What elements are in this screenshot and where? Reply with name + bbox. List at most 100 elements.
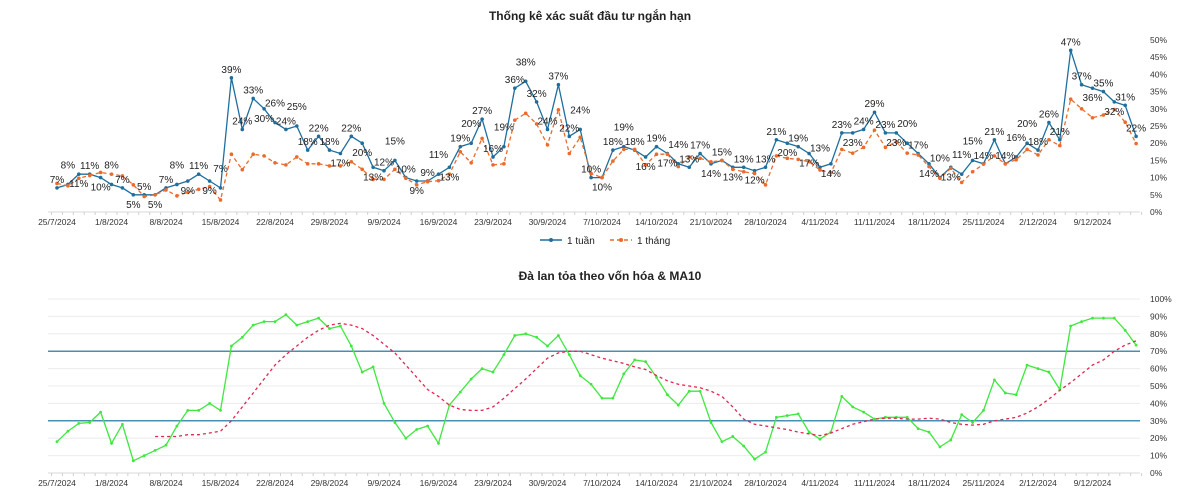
series-1-point [447, 172, 452, 176]
y-tick-label: 40% [1150, 398, 1167, 408]
series-0-line [56, 313, 1137, 462]
series-0-data-label: 14% [995, 151, 1015, 162]
series-0-point [644, 360, 647, 364]
series-0-data-label: 37% [548, 72, 568, 83]
series-0-data-label: 17% [657, 159, 677, 170]
series-0-data-label: 9% [409, 186, 424, 197]
series-0-data-label: 24% [570, 105, 590, 116]
series-0-point [316, 134, 321, 139]
x-tick-label: 9/9/2024 [367, 217, 400, 227]
series-0-data-label: 37% [1072, 72, 1092, 83]
series-1-point [327, 164, 332, 168]
series-0-data-label: 7% [115, 175, 130, 186]
series-1-point [927, 164, 931, 169]
series-0-point [611, 148, 615, 152]
series-1-point [752, 171, 757, 176]
legend-label-1-thang: 1 tháng [637, 236, 670, 247]
series-0-point [589, 175, 593, 180]
series-0-data-label: 13% [734, 154, 754, 165]
series-0-data-label: 10% [592, 183, 612, 194]
series-0-point [589, 382, 593, 386]
series-1-point [534, 122, 539, 126]
series-0-data-label: 11% [80, 161, 99, 172]
series-0-data-label: 8% [104, 160, 119, 171]
series-1-point [175, 194, 179, 198]
series-0-data-label: 7% [50, 175, 65, 186]
legend-label-1-tuan: 1 tuần [567, 235, 595, 247]
series-0-point [513, 86, 517, 90]
series-1-point [578, 135, 582, 140]
series-0-point [306, 320, 310, 324]
series-0-data-label: 7% [213, 164, 228, 175]
series-0-point [219, 408, 222, 412]
series-0-point [305, 148, 310, 152]
series-0-point [654, 144, 659, 149]
series-1-point [687, 155, 691, 159]
series-1-point [349, 159, 354, 164]
series-0-data-label: 13% [755, 154, 775, 165]
series-0-point [55, 186, 59, 190]
series-0-point [709, 421, 713, 424]
series-0-point [1080, 320, 1083, 324]
series-0-data-label: 10% [930, 154, 950, 165]
series-0-point [251, 96, 255, 101]
y-tick-label: 50% [1150, 381, 1167, 391]
series-0-point [491, 155, 495, 159]
series-1-point [1123, 120, 1127, 125]
series-0-data-label: 20% [777, 148, 797, 159]
x-tick-label: 30/9/2024 [529, 478, 567, 488]
series-0-point [436, 172, 441, 176]
series-0-point [262, 320, 266, 324]
series-0-data-label: 20% [352, 148, 372, 159]
series-0-point [960, 413, 964, 417]
series-1-point [414, 183, 419, 187]
series-0-data-label: 22% [309, 123, 329, 134]
series-1-point [731, 167, 735, 172]
series-1-point [1134, 141, 1138, 146]
series-0-point [622, 144, 626, 149]
series-0-point [556, 82, 561, 87]
series-1-point [720, 158, 724, 163]
series-0-data-label: 10% [396, 165, 416, 176]
series-0-point [1134, 343, 1138, 347]
y-tick-label: 45% [1150, 52, 1167, 62]
series-0-point [1069, 324, 1073, 328]
series-0-point [938, 445, 942, 449]
x-tick-label: 16/9/2024 [420, 217, 458, 227]
series-1-point [1003, 162, 1008, 166]
series-0-point [850, 131, 855, 135]
series-1-point [861, 145, 866, 150]
series-0-data-label: 23% [843, 138, 863, 149]
series-0-point [1112, 316, 1116, 320]
series-0-point [970, 158, 975, 163]
series-1-point [164, 188, 168, 192]
series-0-point [851, 405, 855, 409]
series-1-point [382, 177, 386, 182]
series-0-point [229, 76, 234, 80]
series-0-data-label: 5% [126, 200, 141, 211]
series-0-data-label: 12% [374, 158, 394, 169]
series-1-point [992, 154, 997, 158]
series-0-data-label: 39% [221, 65, 241, 76]
series-1-point [393, 167, 397, 172]
series-0-point [1025, 363, 1029, 367]
series-0-point [535, 335, 538, 339]
series-0-point [120, 186, 125, 190]
series-0-point [1101, 89, 1106, 94]
series-0-data-label: 12% [745, 176, 765, 187]
y-tick-label: 0% [1150, 207, 1163, 217]
series-0-point [982, 408, 985, 412]
series-1-point [1014, 157, 1018, 162]
series-0-point [197, 408, 201, 412]
series-1-point [970, 169, 975, 174]
series-0-point [807, 430, 811, 434]
series-0-point [840, 131, 844, 135]
y-tick-label: 20% [1150, 433, 1167, 443]
bottom-chart-title: Đà lan tỏa theo vốn hóa & MA10 [519, 269, 702, 283]
series-0-data-label: 32% [527, 89, 547, 100]
series-1-point [774, 154, 779, 158]
y-tick-label: 20% [1150, 138, 1167, 148]
series-0-data-label: 7% [159, 175, 174, 186]
series-0-point [262, 107, 266, 111]
